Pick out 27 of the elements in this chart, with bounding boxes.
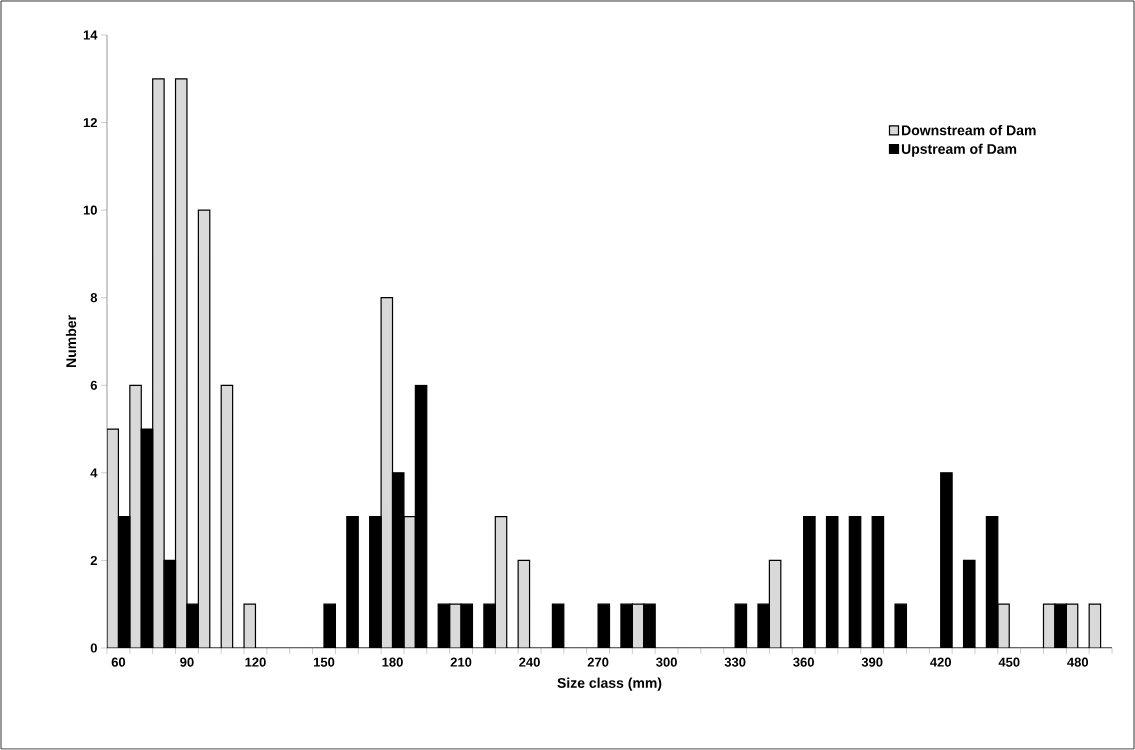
legend-label: Downstream of Dam — [902, 125, 1036, 136]
x-tick-label: 330 — [724, 657, 746, 667]
legend-label: Upstream of Dam — [901, 143, 1017, 157]
y-tick-label: 12 — [83, 118, 97, 128]
x-tick-label: 480 — [1067, 657, 1089, 667]
x-tick-label: 150 — [313, 657, 335, 667]
x-tick-label: 90 — [180, 657, 194, 667]
x-tick-label: 210 — [450, 657, 472, 667]
x-axis-title: Size class (mm) — [557, 677, 662, 691]
y-tick-label: 6 — [90, 380, 97, 390]
y-tick-label: 2 — [90, 555, 97, 565]
x-tick-label: 270 — [587, 657, 609, 667]
x-tick-label: 390 — [861, 657, 883, 667]
y-axis-title: Number — [65, 315, 77, 367]
y-tick-label: 0 — [90, 643, 97, 653]
x-tick-label: 420 — [930, 657, 952, 667]
y-tick-label: 14 — [83, 30, 98, 40]
x-tick-label: 240 — [519, 657, 540, 667]
x-tick-label: 60 — [111, 657, 126, 667]
x-tick-label: 360 — [793, 657, 814, 667]
x-tick-label: 300 — [656, 657, 677, 667]
x-tick-label: 180 — [382, 657, 403, 667]
y-tick-label: 4 — [90, 468, 98, 478]
x-tick-label: 450 — [998, 657, 1020, 667]
y-tick-label: 10 — [83, 205, 97, 215]
x-tick-label: 120 — [245, 657, 266, 667]
y-tick-label: 8 — [90, 293, 98, 303]
